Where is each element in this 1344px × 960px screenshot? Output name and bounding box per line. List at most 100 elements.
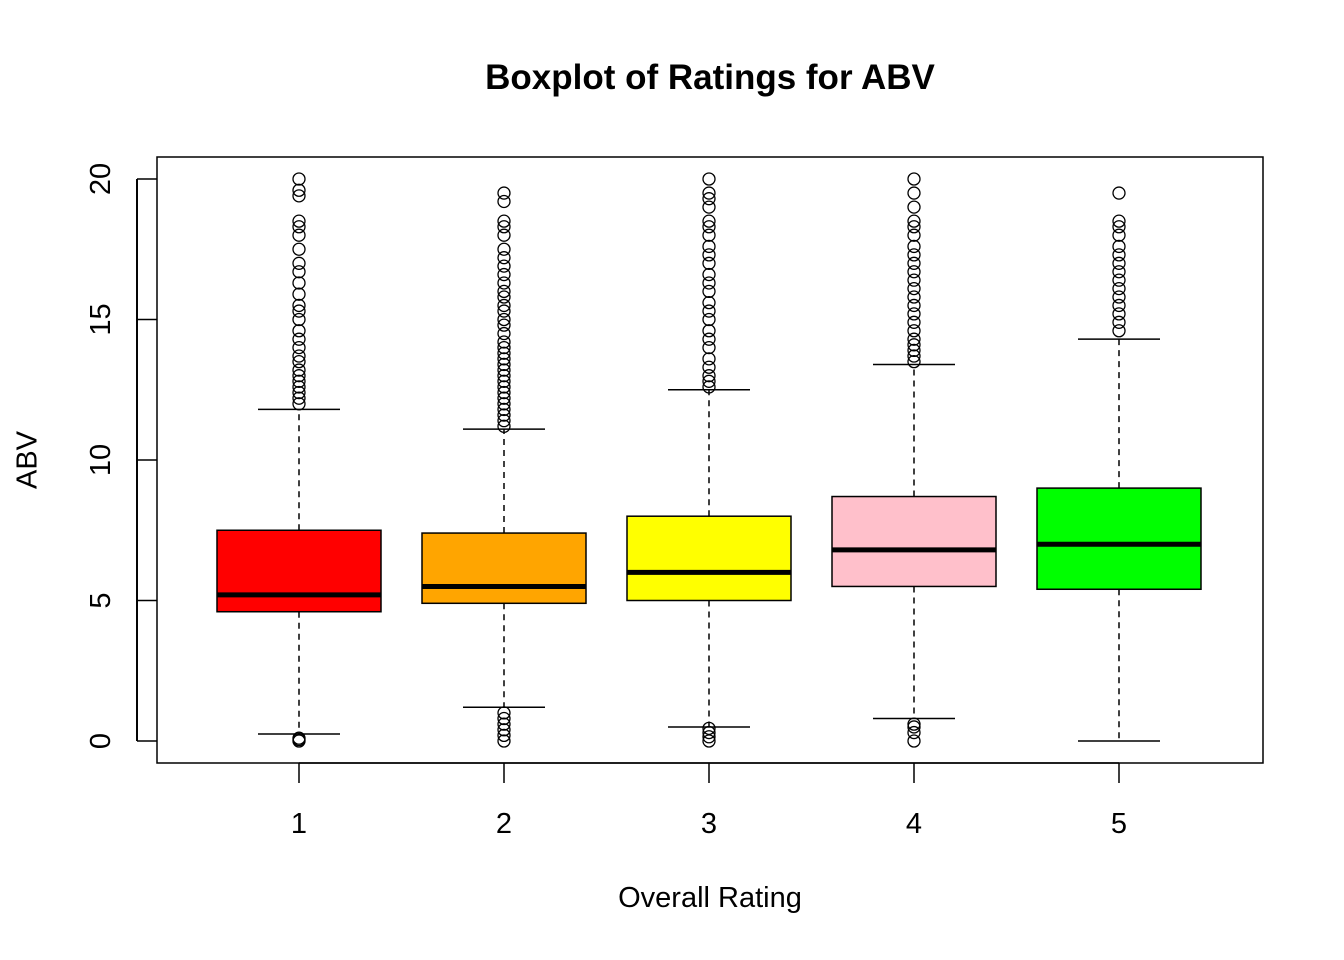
outlier-point — [1112, 315, 1126, 329]
outlier-point — [497, 369, 511, 383]
outlier-point — [1112, 256, 1126, 270]
outlier-point — [907, 354, 921, 369]
y-tick-label: 15 — [85, 303, 117, 335]
outlier-point — [1112, 298, 1126, 313]
chart-title: Boxplot of Ratings for ABV — [485, 58, 935, 97]
x-tick-label: 3 — [701, 808, 717, 840]
outlier-point — [1112, 281, 1126, 296]
outlier-point — [907, 717, 921, 731]
outlier-point — [1112, 248, 1126, 262]
outlier-point — [907, 349, 921, 363]
outlier-point — [497, 728, 511, 743]
outlier-point — [292, 731, 306, 745]
outlier-point — [702, 220, 716, 234]
outlier-point — [292, 369, 306, 383]
outlier-point — [497, 267, 511, 282]
outlier-point — [907, 172, 921, 186]
outlier-point — [292, 304, 306, 318]
outlier-point — [497, 312, 511, 327]
outlier-point — [497, 298, 511, 313]
outlier-point — [292, 298, 306, 313]
outlier-point — [907, 734, 921, 748]
outlier-point — [907, 290, 921, 304]
outlier-point — [497, 734, 511, 748]
outlier-point — [907, 265, 921, 279]
outlier-point — [497, 352, 511, 366]
outlier-point — [907, 186, 921, 200]
outlier-point — [702, 172, 716, 186]
outlier-point — [292, 385, 306, 400]
outlier-point — [907, 338, 921, 352]
outlier-point — [907, 281, 921, 296]
outlier-point — [292, 349, 306, 363]
box-rating-1 — [216, 529, 382, 613]
outlier-point — [497, 194, 511, 209]
outlier-point — [702, 332, 716, 346]
outlier-point — [497, 397, 511, 411]
outlier-point — [702, 267, 716, 282]
outlier-point — [497, 340, 511, 355]
outlier-point — [497, 251, 511, 265]
outlier-point — [907, 228, 921, 242]
outlier-point — [292, 332, 306, 346]
outlier-point — [292, 354, 306, 369]
outlier-point — [907, 256, 921, 270]
outlier-point — [1112, 220, 1126, 234]
outlier-point — [907, 273, 921, 287]
y-tick-label: 5 — [85, 592, 117, 608]
outlier-point — [702, 324, 716, 338]
outlier-point — [497, 385, 511, 400]
outlier-point — [702, 360, 716, 374]
outlier-point — [1112, 265, 1126, 279]
outlier-point — [292, 312, 306, 327]
outlier-point — [497, 304, 511, 318]
outlier-point — [292, 391, 306, 405]
outlier-point — [292, 374, 306, 388]
outlier-point — [702, 304, 716, 318]
outlier-point — [497, 346, 511, 360]
outlier-point — [292, 256, 306, 270]
outlier-point — [702, 214, 716, 228]
outlier-point — [907, 248, 921, 262]
outlier-point — [292, 324, 306, 338]
outlier-point — [497, 391, 511, 405]
outlier-point — [497, 357, 511, 372]
outlier-point — [292, 363, 306, 377]
outlier-point — [702, 295, 716, 310]
outlier-point — [702, 200, 716, 214]
outlier-point — [497, 723, 511, 737]
outlier-point — [907, 315, 921, 329]
outlier-point — [292, 397, 306, 411]
outlier-point — [497, 380, 511, 394]
outlier-point — [702, 380, 716, 394]
outlier-point — [497, 335, 511, 349]
outlier-point — [292, 265, 306, 279]
outlier-point — [497, 276, 511, 290]
outlier-point — [292, 172, 306, 186]
outlier-point — [907, 214, 921, 228]
outlier-point — [497, 228, 511, 242]
outlier-point — [1112, 273, 1126, 287]
box-rating-4 — [831, 495, 997, 588]
outlier-point — [497, 220, 511, 234]
x-tick-label: 4 — [906, 808, 922, 840]
outlier-point — [292, 189, 306, 203]
outlier-point — [907, 324, 921, 338]
outlier-point — [907, 307, 921, 321]
box-rating-3 — [626, 515, 792, 602]
outlier-point — [497, 717, 511, 731]
outlier-point — [497, 414, 511, 428]
outlier-point — [497, 284, 511, 299]
outlier-point — [292, 242, 306, 256]
outlier-point — [702, 374, 716, 388]
outlier-point — [907, 343, 921, 358]
outlier-point — [702, 256, 716, 270]
outlier-point — [702, 352, 716, 366]
y-tick-label: 10 — [85, 444, 117, 476]
outlier-point — [702, 248, 716, 262]
outlier-point — [702, 730, 716, 744]
outlier-point — [907, 200, 921, 214]
outlier-point — [702, 284, 716, 299]
